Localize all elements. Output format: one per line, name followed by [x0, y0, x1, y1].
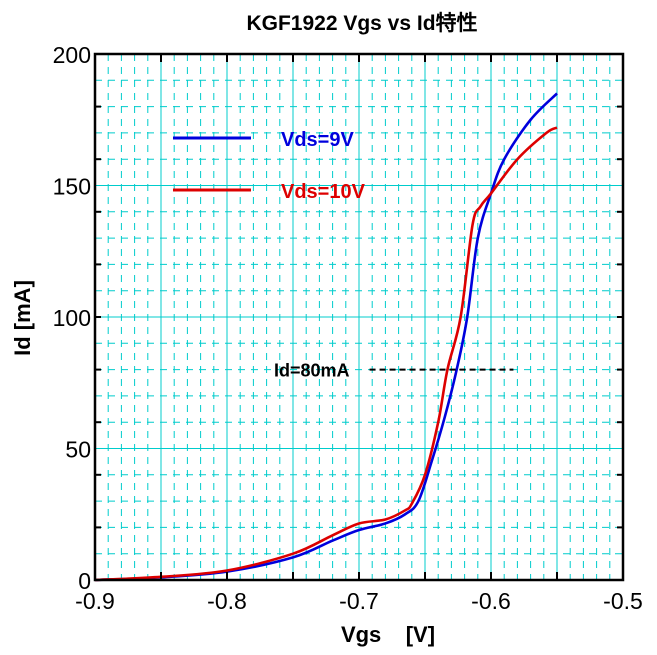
legend-label: Vds=10V — [281, 181, 366, 203]
x-tick-label: -0.9 — [75, 588, 115, 614]
legend: Vds=9V Vds=10V — [173, 129, 366, 203]
annotations: Id=80mA — [274, 361, 514, 381]
y-tick-label: 150 — [53, 174, 91, 200]
series-line-0 — [94, 92, 558, 582]
y-tick-label: 50 — [65, 437, 91, 463]
x-tick-label: -0.6 — [471, 588, 511, 614]
series-line-1 — [94, 126, 558, 582]
legend-label: Vds=9V — [281, 129, 354, 151]
chart-title: KGF1922 Vgs vs Id特性 — [246, 11, 477, 35]
annotation-label: Id=80mA — [274, 361, 350, 381]
grid — [94, 53, 624, 581]
y-tick-label: 100 — [53, 305, 91, 331]
x-tick-label: -0.5 — [603, 588, 643, 614]
y-axis-label: Id [mA] — [10, 280, 35, 356]
x-tick-label: -0.8 — [207, 588, 247, 614]
x-axis-label: Vgs [V] — [341, 622, 435, 647]
y-tick-label: 0 — [78, 568, 91, 594]
x-tick-label: -0.7 — [339, 588, 379, 614]
y-tick-label: 200 — [53, 42, 91, 68]
series-lines — [94, 92, 558, 582]
ticks: -0.9 -0.8 -0.7 -0.6 -0.5 0 50 100 150 200 — [53, 42, 643, 614]
